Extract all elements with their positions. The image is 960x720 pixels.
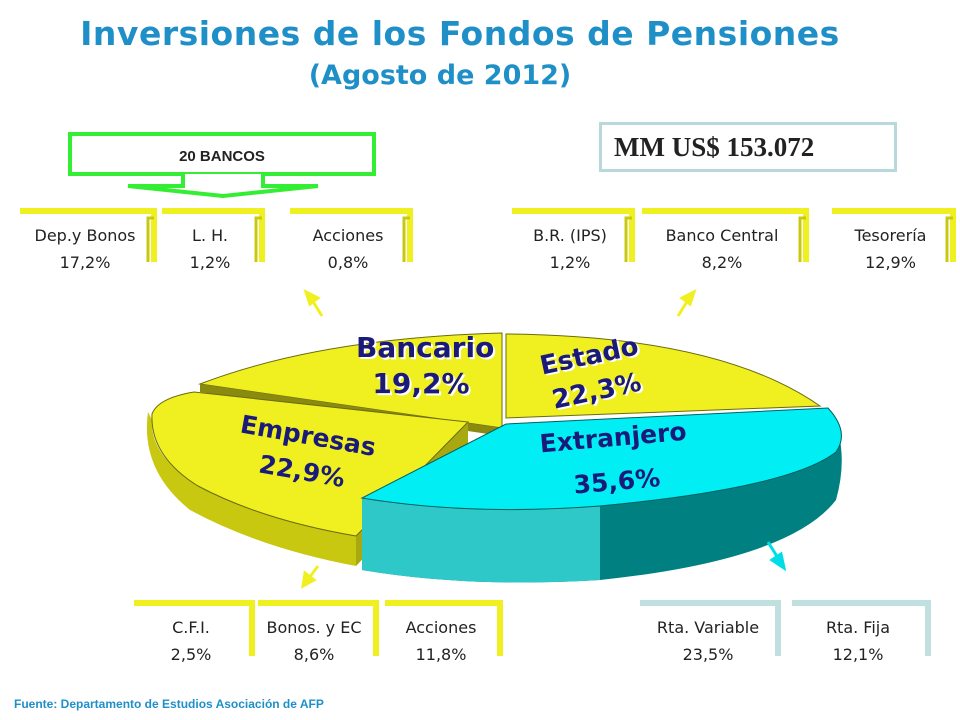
- breakdown-cfi: C.F.I. 2,5%: [134, 614, 248, 668]
- source-note: Fuente: Departamento de Estudios Asociac…: [14, 697, 324, 711]
- breakdown-value: 12,9%: [865, 253, 916, 272]
- breakdown-value: 11,8%: [415, 645, 467, 664]
- slice-empresas-side: [146, 412, 356, 566]
- slice-name: Bancario: [356, 331, 495, 364]
- breakdown-banco-central: Banco Central 8,2%: [642, 222, 802, 276]
- breakdown-value: 1,2%: [549, 253, 591, 272]
- bottom-brackets-yellow: [134, 600, 503, 656]
- slice-label-bancario: Bancario 19,2%: [356, 330, 495, 402]
- breakdown-name: Rta. Variable: [656, 618, 760, 637]
- breakdown-name: Acciones: [312, 226, 384, 245]
- breakdown-lh: L. H. 1,2%: [162, 222, 258, 276]
- breakdown-bonos-ec: Bonos. y EC 8,6%: [254, 614, 374, 668]
- breakdown-name: Rta. Fija: [825, 618, 891, 637]
- top-bracket-shadows: [146, 216, 953, 262]
- slice-label-extranjero: Extranjero 35,6%: [517, 412, 713, 508]
- breakdown-name: Tesorería: [854, 226, 927, 245]
- breakdown-name: B.R. (IPS): [533, 226, 607, 245]
- page-subtitle: (Agosto de 2012): [308, 60, 572, 91]
- breakdown-name: Banco Central: [665, 226, 779, 245]
- pie-chart: [146, 332, 842, 583]
- banks-bracket: [68, 132, 376, 199]
- top-brackets: [20, 208, 956, 262]
- breakdown-rta-variable: Rta. Variable 23,5%: [640, 614, 776, 668]
- slice-value: 19,2%: [372, 367, 470, 400]
- breakdown-value: 1,2%: [189, 253, 231, 272]
- breakdown-value: 2,5%: [170, 645, 212, 664]
- breakdown-tesoreria: Tesorería 12,9%: [832, 222, 949, 276]
- slice-extranjero: [360, 407, 842, 511]
- breakdown-value: 23,5%: [682, 645, 734, 664]
- breakdown-dep-bonos: Dep.y Bonos 17,2%: [20, 222, 150, 276]
- breakdown-value: 17,2%: [59, 253, 111, 272]
- breakdown-br-ips: B.R. (IPS) 1,2%: [512, 222, 628, 276]
- breakdown-name: Bonos. y EC: [266, 618, 362, 637]
- breakdown-acciones-empresas: Acciones 11,8%: [385, 614, 497, 668]
- breakdown-value: 12,1%: [832, 645, 884, 664]
- slice-estado: [505, 333, 822, 419]
- slice-bancario: [198, 332, 503, 429]
- page-title: Inversiones de los Fondos de Pensiones: [80, 14, 840, 53]
- breakdown-value: 0,8%: [327, 253, 369, 272]
- breakdown-rta-fija: Rta. Fija 12,1%: [792, 614, 924, 668]
- banks-label: 20 BANCOS: [179, 148, 265, 165]
- breakdown-name: Dep.y Bonos: [34, 226, 136, 245]
- breakdown-name: C.F.I.: [172, 618, 210, 637]
- breakdown-value: 8,6%: [293, 645, 335, 664]
- breakdown-name: Acciones: [405, 618, 477, 637]
- breakdown-value: 8,2%: [701, 253, 743, 272]
- breakdown-name: L. H.: [192, 226, 228, 245]
- pointer-arrows: [301, 289, 787, 589]
- bottom-brackets-teal: [640, 600, 931, 656]
- total-amount-box: MM US$ 153.072: [599, 122, 897, 172]
- breakdown-acciones-bancario: Acciones 0,8%: [290, 222, 406, 276]
